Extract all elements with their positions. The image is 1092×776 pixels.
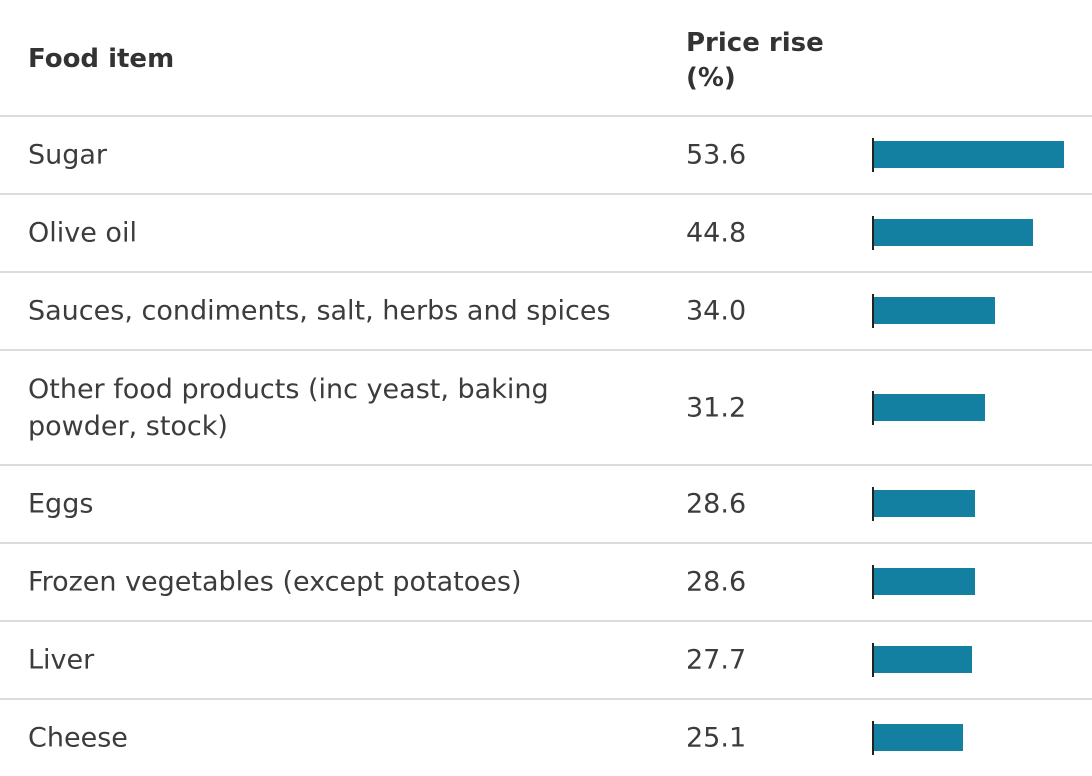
- column-header-food-item: Food item: [28, 44, 175, 74]
- column-header-price-rise: Price rise (%): [686, 26, 856, 96]
- table-row: Olive oil 44.8: [0, 195, 1092, 273]
- food-item-name: Liver: [28, 644, 95, 676]
- food-item-name: Cheese: [28, 722, 128, 754]
- table-row: Sauces, condiments, salt, herbs and spic…: [0, 273, 1092, 351]
- price-rise-bar: [874, 646, 972, 673]
- food-item-name: Olive oil: [28, 217, 137, 249]
- price-rise-bar-cell: [872, 294, 1072, 328]
- food-item-name: Eggs: [28, 488, 94, 520]
- bar-baseline: [872, 138, 874, 172]
- bar-baseline: [872, 565, 874, 599]
- price-rise-bar-cell: [872, 643, 1072, 677]
- column-header-price-rise-line2: (%): [686, 63, 736, 93]
- bar-baseline: [872, 216, 874, 250]
- price-rise-bar: [874, 393, 985, 421]
- food-item-name: Frozen vegetables (except potatoes): [28, 566, 522, 598]
- price-rise-bar: [874, 724, 963, 751]
- price-rise-bar-cell: [872, 390, 1072, 425]
- table-row: Sugar 53.6: [0, 117, 1092, 195]
- bar-baseline: [872, 487, 874, 521]
- table-row: Other food products (inc yeast, baking p…: [0, 351, 1092, 466]
- bar-baseline: [872, 643, 874, 677]
- table-header: Food item Price rise (%): [0, 0, 1092, 117]
- bar-baseline: [872, 721, 874, 755]
- bar-baseline: [872, 294, 874, 328]
- column-header-price-rise-line1: Price rise: [686, 28, 824, 58]
- bar-baseline: [872, 390, 874, 425]
- price-rise-value: 44.8: [686, 217, 747, 249]
- price-rise-bar-cell: [872, 487, 1072, 521]
- price-rise-value: 25.1: [686, 722, 747, 754]
- price-rise-value: 53.6: [686, 139, 747, 171]
- food-item-name: Other food products (inc yeast, baking p…: [28, 373, 549, 442]
- price-rise-value: 28.6: [686, 566, 747, 598]
- price-rise-bar: [874, 297, 995, 324]
- food-item-name: Sauces, condiments, salt, herbs and spic…: [28, 295, 611, 327]
- price-rise-bar: [874, 141, 1064, 168]
- food-item-name: Sugar: [28, 139, 108, 171]
- price-rise-bar-cell: [872, 565, 1072, 599]
- price-rise-bar: [874, 490, 975, 517]
- price-rise-bar: [874, 219, 1033, 246]
- table-row: Frozen vegetables (except potatoes) 28.6: [0, 544, 1092, 622]
- price-rise-bar-cell: [872, 721, 1072, 755]
- price-rise-value: 27.7: [686, 644, 747, 676]
- price-rise-value: 34.0: [686, 295, 747, 327]
- table-row: Eggs 28.6: [0, 466, 1092, 544]
- table-row: Cheese 25.1: [0, 700, 1092, 776]
- price-rise-bar: [874, 568, 975, 595]
- table-row: Liver 27.7: [0, 622, 1092, 700]
- price-rise-bar-cell: [872, 138, 1072, 172]
- price-rise-bar-cell: [872, 216, 1072, 250]
- price-rise-value: 28.6: [686, 488, 747, 520]
- price-rise-value: 31.2: [686, 392, 747, 423]
